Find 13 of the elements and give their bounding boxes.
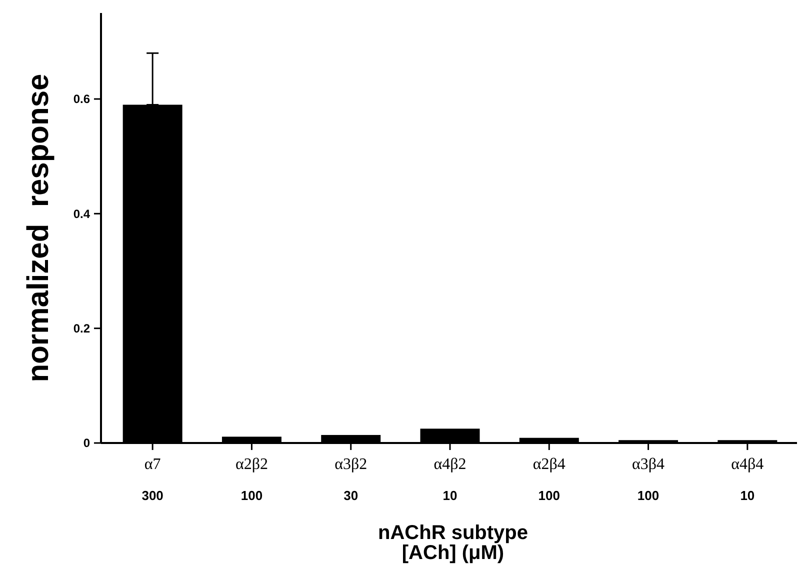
x-tick-label: α3β2 30: [334, 456, 368, 503]
y-tick-label: 0.6: [73, 92, 90, 106]
x-tick-label: α3β4 100: [632, 456, 665, 503]
x-tick-label: α4β4 10: [731, 456, 764, 503]
y-tick-label: 0: [83, 436, 90, 450]
x-tick-label: α7 300: [142, 456, 164, 503]
x-tick-label: α4β2 10: [434, 456, 466, 503]
y-tick-label: 0.2: [73, 322, 90, 336]
x-axis-title: nAChR subtype [ACh] (μM): [378, 522, 528, 564]
y-tick-label: 0.4: [73, 206, 90, 221]
y-axis-title: normalized response: [22, 74, 55, 382]
x-tick-label: α2β2 100: [235, 456, 268, 503]
x-tick-label: α2β4 100: [532, 456, 566, 503]
